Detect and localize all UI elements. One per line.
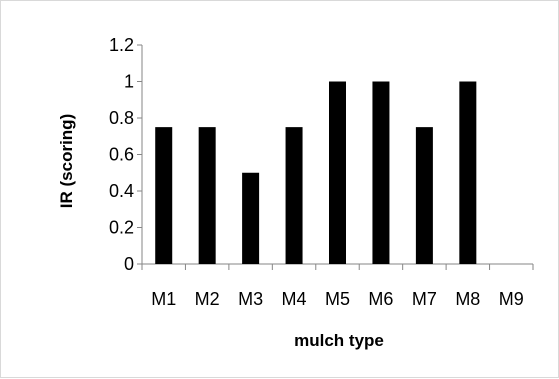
x-tick-label: M4 bbox=[282, 289, 307, 309]
x-tick-label: M8 bbox=[455, 289, 480, 309]
y-axis: 0 0.2 0.4 0.6 0.8 1 1.2 bbox=[109, 35, 143, 274]
y-tick-label: 1.2 bbox=[109, 35, 134, 55]
x-tick-label: M6 bbox=[368, 289, 393, 309]
bar-m5 bbox=[329, 81, 346, 264]
bar-m1 bbox=[155, 127, 173, 264]
bar-m3 bbox=[242, 172, 260, 264]
y-tick-label: 0.4 bbox=[109, 181, 134, 201]
y-tick-label: 0.8 bbox=[109, 108, 134, 128]
x-tick-label: M5 bbox=[325, 289, 350, 309]
y-tick-label: 0.6 bbox=[109, 145, 134, 165]
bar-m7 bbox=[415, 127, 433, 264]
y-axis-title: IR (scoring) bbox=[57, 114, 76, 208]
bar-m2 bbox=[198, 127, 216, 264]
x-axis-title: mulch type bbox=[294, 331, 384, 350]
x-tick-label: M3 bbox=[238, 289, 263, 309]
y-tick-label: 0.2 bbox=[109, 218, 134, 238]
y-tick-label: 1 bbox=[124, 72, 134, 92]
x-axis: M1 M2 M3 M4 M5 M6 M7 M8 M9 bbox=[141, 263, 534, 309]
bars bbox=[155, 81, 477, 264]
y-tick-label: 0 bbox=[124, 254, 134, 274]
x-tick-label: M9 bbox=[499, 289, 524, 309]
bar-m6 bbox=[372, 81, 390, 264]
bar-m8 bbox=[459, 81, 477, 264]
x-tick-label: M1 bbox=[151, 289, 176, 309]
x-tick-label: M2 bbox=[195, 289, 220, 309]
bar-m4 bbox=[285, 127, 303, 264]
x-tick-label: M7 bbox=[412, 289, 437, 309]
